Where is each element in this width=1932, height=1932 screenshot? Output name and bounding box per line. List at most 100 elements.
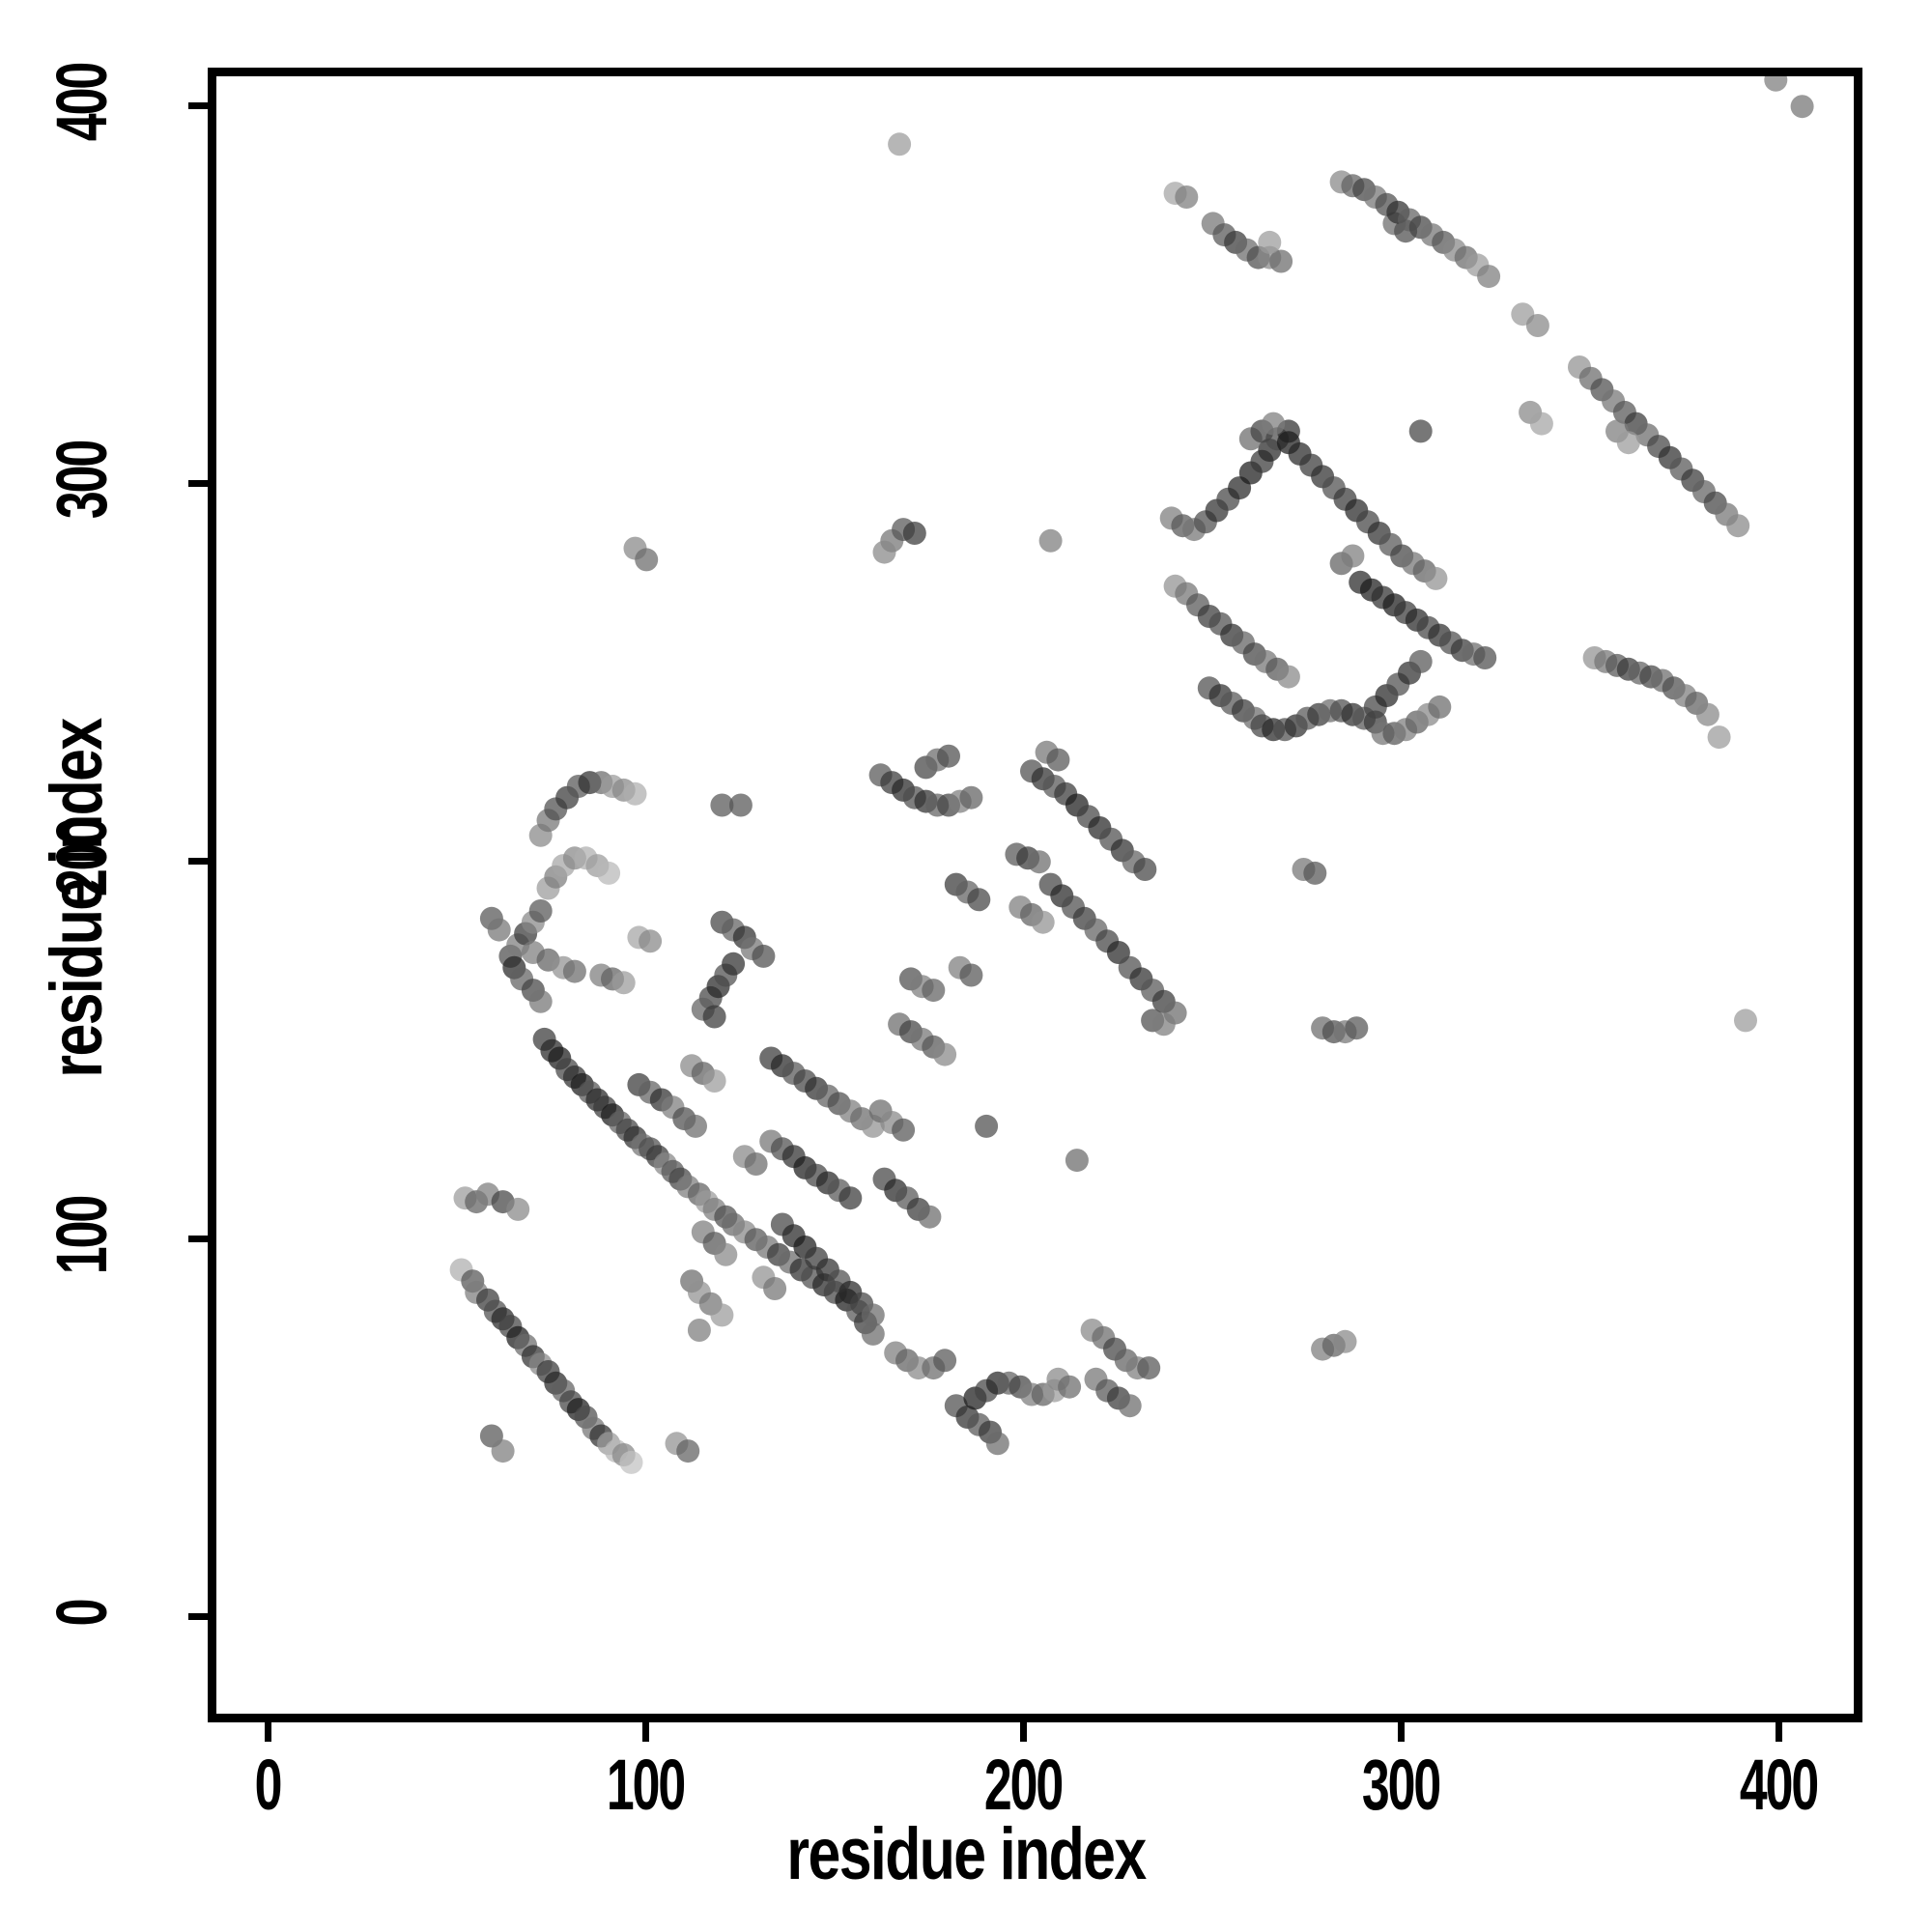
contact-point: [967, 888, 991, 912]
contact-point: [861, 1321, 885, 1346]
contact-point: [922, 979, 946, 1003]
contact-point: [1695, 702, 1719, 726]
contact-point: [1726, 514, 1750, 538]
contact-point: [702, 1069, 726, 1093]
contact-point: [1027, 850, 1051, 874]
contact-point: [1345, 1016, 1369, 1040]
contact-point: [639, 929, 663, 953]
contact-point: [1616, 431, 1640, 455]
contact-point: [611, 971, 636, 995]
contact-point: [722, 952, 746, 976]
y-axis-tick-label: 400: [42, 63, 122, 142]
contact-point: [684, 1114, 707, 1138]
contact-point: [1046, 748, 1070, 772]
y-axis-tick: [188, 101, 208, 109]
plot-frame: [208, 68, 1862, 1722]
contact-point: [933, 1349, 957, 1373]
x-axis-tick: [1397, 1722, 1405, 1742]
contact-point: [1341, 544, 1365, 568]
contact-point: [623, 781, 647, 806]
contact-point: [1408, 649, 1433, 673]
y-axis-tick: [188, 479, 208, 487]
contact-point: [1424, 566, 1448, 590]
contact-point: [933, 1042, 957, 1066]
contact-point: [959, 785, 983, 810]
scatter-points-layer: [216, 76, 1854, 1714]
y-axis-tick-label: 0: [42, 1600, 122, 1627]
x-axis-tick-label: 0: [254, 1745, 283, 1825]
contact-point: [838, 1186, 863, 1210]
contact-point: [635, 548, 659, 572]
contact-point: [1269, 249, 1293, 273]
contact-point: [1175, 185, 1199, 209]
contact-point: [487, 918, 511, 942]
contact-point: [1058, 1375, 1082, 1399]
contact-point: [687, 1319, 711, 1342]
contact-point: [872, 540, 896, 564]
contact-point: [763, 1277, 787, 1300]
contact-point: [528, 989, 553, 1013]
contact-point: [619, 1450, 643, 1474]
contact-point: [528, 899, 553, 923]
x-axis-tick-label: 400: [1739, 1745, 1819, 1825]
contact-point: [1525, 314, 1549, 337]
y-axis-tick: [188, 1235, 208, 1242]
x-axis-tick-label: 200: [983, 1745, 1064, 1825]
contact-point: [1065, 1149, 1089, 1173]
contact-point: [918, 1205, 942, 1229]
contact-point: [937, 744, 960, 768]
contact-point: [959, 963, 983, 987]
contact-point: [902, 522, 926, 545]
contact-point: [702, 1005, 726, 1029]
contact-point: [744, 1152, 768, 1176]
contact-point: [1764, 76, 1788, 92]
contact-point: [1529, 412, 1553, 436]
x-axis-tick: [641, 1722, 649, 1742]
contact-point: [728, 793, 753, 817]
contact-point: [1258, 230, 1282, 254]
x-axis-tick: [1019, 1722, 1027, 1742]
contact-point: [1428, 695, 1452, 719]
contact-point: [1137, 1356, 1161, 1380]
contact-point: [1790, 95, 1814, 119]
contact-point: [1707, 725, 1731, 750]
contact-point: [892, 1118, 916, 1142]
contact-point: [1333, 1329, 1357, 1353]
contact-point: [1276, 665, 1300, 689]
contact-point: [1038, 528, 1063, 553]
scatter-svg: [449, 76, 1814, 1474]
contact-point: [1262, 412, 1286, 436]
x-axis-tick-label: 100: [606, 1745, 686, 1825]
contact-point: [714, 1242, 738, 1266]
contact-point: [491, 1439, 515, 1463]
contact-point: [1408, 419, 1433, 443]
contact-point: [597, 861, 621, 885]
y-axis-title: residue index: [36, 719, 118, 1078]
contact-point: [1031, 910, 1055, 934]
contact-point: [1118, 1394, 1142, 1418]
contact-point: [1473, 646, 1497, 669]
contact-point: [975, 1114, 999, 1138]
x-axis-tick-label: 300: [1361, 1745, 1441, 1825]
contact-point: [710, 793, 734, 817]
contact-point: [506, 1197, 530, 1221]
contact-point: [1734, 1009, 1757, 1033]
contact-point: [1303, 861, 1327, 885]
y-axis-tick: [188, 1612, 208, 1620]
contact-point: [1477, 265, 1501, 289]
contact-point: [1133, 858, 1157, 881]
contact-point: [861, 1303, 885, 1327]
contact-point: [710, 1303, 734, 1327]
y-axis-tick-label: 300: [42, 440, 122, 520]
contact-point: [888, 132, 912, 156]
x-axis-title: residue index: [786, 1813, 1147, 1895]
contact-point: [676, 1439, 700, 1463]
x-axis-tick: [264, 1722, 271, 1742]
x-axis-tick: [1775, 1722, 1782, 1742]
contact-point: [562, 959, 586, 983]
contact-point: [985, 1432, 1009, 1456]
contact-point: [1151, 1012, 1176, 1037]
y-axis-tick: [188, 857, 208, 865]
contact-point: [752, 944, 776, 968]
